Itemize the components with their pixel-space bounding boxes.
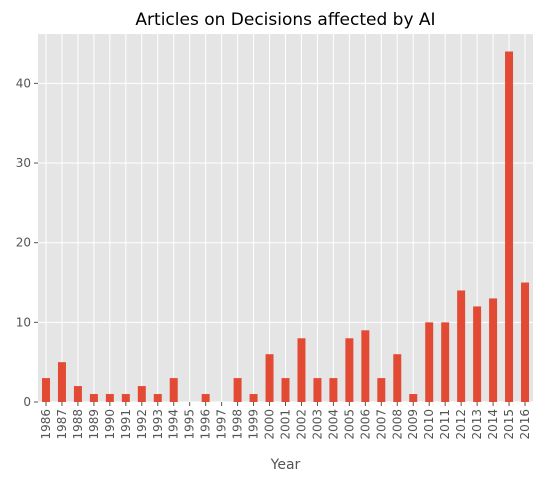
y-tick-label: 40 <box>16 76 31 90</box>
bar-2013 <box>473 306 482 402</box>
bar-2001 <box>281 378 290 402</box>
x-tick-label: 1991 <box>119 409 133 440</box>
x-tick-label: 2012 <box>454 409 468 440</box>
bar-2016 <box>521 282 530 402</box>
x-tick-label: 1997 <box>215 409 229 440</box>
x-tick-label: 1992 <box>135 409 149 440</box>
x-tick-label: 1998 <box>231 409 245 440</box>
x-tick-label: 1993 <box>151 409 165 440</box>
x-tick-label: 2007 <box>374 409 388 440</box>
x-tick-label: 1996 <box>199 409 213 440</box>
bar-2011 <box>441 322 450 402</box>
x-tick-label: 2000 <box>263 409 277 440</box>
y-tick-label: 10 <box>16 315 31 329</box>
bar-1993 <box>153 394 162 402</box>
x-tick-label: 2001 <box>279 409 293 440</box>
bar-1991 <box>121 394 130 402</box>
x-tick-label: 1995 <box>183 409 197 440</box>
bar-2006 <box>361 330 370 402</box>
bar-2004 <box>329 378 338 402</box>
bar-1986 <box>41 378 50 402</box>
bar-1999 <box>249 394 258 402</box>
bar-2014 <box>489 298 498 402</box>
bar-1990 <box>105 394 114 402</box>
x-tick-label: 2015 <box>502 409 516 440</box>
x-axis-ticks: 1986 1987 1988 1989 1990 1991 1992 1993 1994 1995… <box>39 402 532 440</box>
x-tick-label: 1989 <box>87 409 101 440</box>
bar-1992 <box>137 386 146 402</box>
bar-1994 <box>169 378 178 402</box>
y-axis-ticks: 0 10 20 30 40 <box>16 76 38 409</box>
chart-title: Articles on Decisions affected by AI <box>135 10 435 30</box>
x-tick-label: 2009 <box>406 409 420 440</box>
x-tick-label: 2004 <box>326 409 340 440</box>
x-tick-label: 2008 <box>390 409 404 440</box>
bar-2005 <box>345 338 354 402</box>
bar-1996 <box>201 394 210 402</box>
bars <box>41 51 530 403</box>
y-tick-label: 0 <box>23 395 31 409</box>
y-tick-label: 20 <box>16 236 31 250</box>
x-tick-label: 2006 <box>358 409 372 440</box>
x-tick-label: 1986 <box>39 409 53 440</box>
bar-2003 <box>313 378 322 402</box>
bar-2009 <box>409 394 418 402</box>
x-axis-label: Year <box>270 457 301 473</box>
x-tick-label: 2005 <box>342 409 356 440</box>
x-tick-label: 2014 <box>486 409 500 440</box>
bar-1987 <box>57 362 66 402</box>
x-tick-label: 2013 <box>470 409 484 440</box>
bar-2007 <box>377 378 386 402</box>
x-tick-label: 2016 <box>518 409 532 440</box>
x-tick-label: 2011 <box>438 409 452 440</box>
x-tick-label: 2002 <box>294 409 308 440</box>
bar-2010 <box>425 322 434 402</box>
x-tick-label: 1988 <box>71 409 85 440</box>
bar-1989 <box>89 394 98 402</box>
bar-2015 <box>505 51 514 403</box>
bar-2012 <box>457 290 466 402</box>
bar-1988 <box>73 386 82 402</box>
x-tick-label: 1987 <box>55 409 69 440</box>
x-tick-label: 2003 <box>310 409 324 440</box>
bar-2008 <box>393 354 402 402</box>
x-tick-label: 1999 <box>247 409 261 440</box>
x-tick-label: 1990 <box>103 409 117 440</box>
bar-1998 <box>233 378 242 402</box>
bar-2002 <box>297 338 306 402</box>
x-tick-label: 2010 <box>422 409 436 440</box>
x-tick-label: 1994 <box>167 409 181 440</box>
bar-2000 <box>265 354 274 402</box>
y-tick-label: 30 <box>16 156 31 170</box>
